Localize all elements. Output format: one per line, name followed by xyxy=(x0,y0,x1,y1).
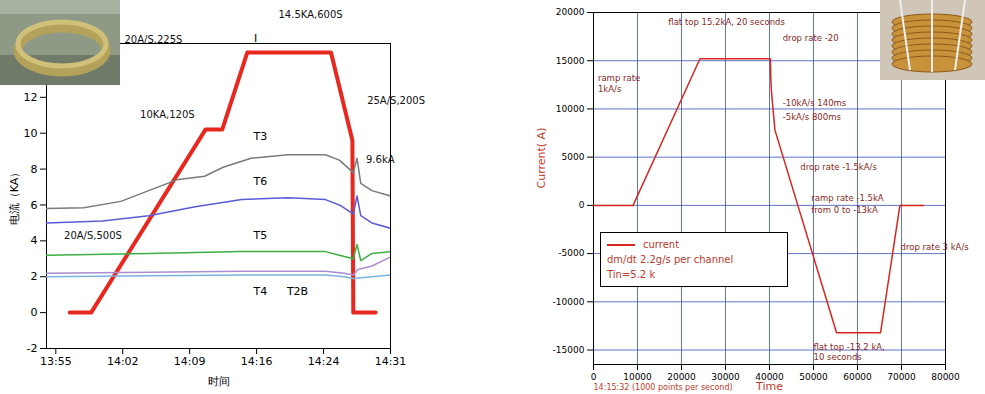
svg-text:T4: T4 xyxy=(252,285,267,298)
svg-text:50000: 50000 xyxy=(799,372,828,382)
svg-text:8: 8 xyxy=(31,163,38,176)
svg-text:-10kA/s 140ms: -10kA/s 140ms xyxy=(783,98,847,108)
svg-text:ramp rate: ramp rate xyxy=(598,73,640,83)
svg-text:I: I xyxy=(254,32,257,45)
svg-text:0: 0 xyxy=(31,306,38,319)
svg-text:0: 0 xyxy=(591,372,597,382)
svg-text:60000: 60000 xyxy=(843,372,872,382)
svg-text:0: 0 xyxy=(579,200,585,210)
svg-text:2: 2 xyxy=(31,270,38,283)
svg-text:from 0 to -13kA: from 0 to -13kA xyxy=(811,205,878,215)
html-text:dm/dt 2.2g/s per channel: dm/dt 2.2g/s per channel xyxy=(607,254,734,265)
svg-text:12: 12 xyxy=(24,91,38,104)
svg-text:10000: 10000 xyxy=(556,104,585,114)
svg-text:70000: 70000 xyxy=(887,372,916,382)
html-text:Tin=5.2 k: Tin=5.2 k xyxy=(607,269,656,280)
html-text:current: current xyxy=(643,239,680,250)
svg-text:-2: -2 xyxy=(27,342,38,355)
svg-text:时间: 时间 xyxy=(208,375,230,388)
svg-text:4: 4 xyxy=(31,234,38,247)
svg-text:-5000: -5000 xyxy=(558,248,584,258)
svg-text:80000: 80000 xyxy=(931,372,960,382)
svg-text:30000: 30000 xyxy=(711,372,740,382)
svg-text:ramp rate -1.5kA: ramp rate -1.5kA xyxy=(811,193,884,203)
svg-text:T3: T3 xyxy=(252,130,267,143)
svg-text:T6: T6 xyxy=(252,175,267,188)
svg-text:Current( A): Current( A) xyxy=(535,128,548,189)
svg-text:flat top -13.2 kA,: flat top -13.2 kA, xyxy=(814,342,885,352)
svg-text:10000: 10000 xyxy=(623,372,652,382)
svg-text:-15000: -15000 xyxy=(553,345,585,355)
svg-text:10KA,120S: 10KA,120S xyxy=(140,109,195,120)
svg-text:40000: 40000 xyxy=(755,371,784,382)
svg-text:1kA/s: 1kA/s xyxy=(598,84,622,94)
svg-text:10 seconds: 10 seconds xyxy=(814,352,863,362)
svg-text:drop rate 3 kA/s: drop rate 3 kA/s xyxy=(901,242,970,252)
svg-text:20A/S,225S: 20A/S,225S xyxy=(124,34,182,45)
svg-text:14:24: 14:24 xyxy=(308,355,340,368)
svg-text:电流（KA）: 电流（KA） xyxy=(8,167,21,226)
svg-text:9.6kA: 9.6kA xyxy=(366,154,395,165)
svg-text:25A/S,200S: 25A/S,200S xyxy=(367,95,425,106)
svg-text:14:02: 14:02 xyxy=(107,355,139,368)
svg-text:drop rate -1.5kA/s: drop rate -1.5kA/s xyxy=(800,162,877,172)
svg-text:15000: 15000 xyxy=(556,56,585,66)
svg-text:drop rate -20: drop rate -20 xyxy=(783,33,839,43)
svg-text:T5: T5 xyxy=(252,229,267,242)
svg-text:10: 10 xyxy=(24,127,38,140)
svg-text:14:31: 14:31 xyxy=(375,355,407,368)
svg-text:Time: Time xyxy=(755,380,783,393)
svg-text:20A/S,500S: 20A/S,500S xyxy=(64,230,122,241)
svg-text:T2B: T2B xyxy=(286,285,308,298)
svg-text:13:55: 13:55 xyxy=(40,355,72,368)
svg-text:-5kA/s 800ms: -5kA/s 800ms xyxy=(783,112,842,122)
svg-text:flat top 15.2kA, 20 seconds: flat top 15.2kA, 20 seconds xyxy=(668,17,785,27)
svg-text:5000: 5000 xyxy=(562,152,585,162)
svg-text:14:15:32 (1000 points per seco: 14:15:32 (1000 points per second) xyxy=(594,383,733,392)
svg-text:14.5KA,600S: 14.5KA,600S xyxy=(278,9,342,20)
svg-text:6: 6 xyxy=(31,198,38,211)
svg-text:-10000: -10000 xyxy=(553,297,585,307)
svg-text:20000: 20000 xyxy=(667,372,696,382)
svg-text:14:16: 14:16 xyxy=(241,355,273,368)
svg-text:14:09: 14:09 xyxy=(174,355,206,368)
svg-text:20000: 20000 xyxy=(556,7,585,17)
